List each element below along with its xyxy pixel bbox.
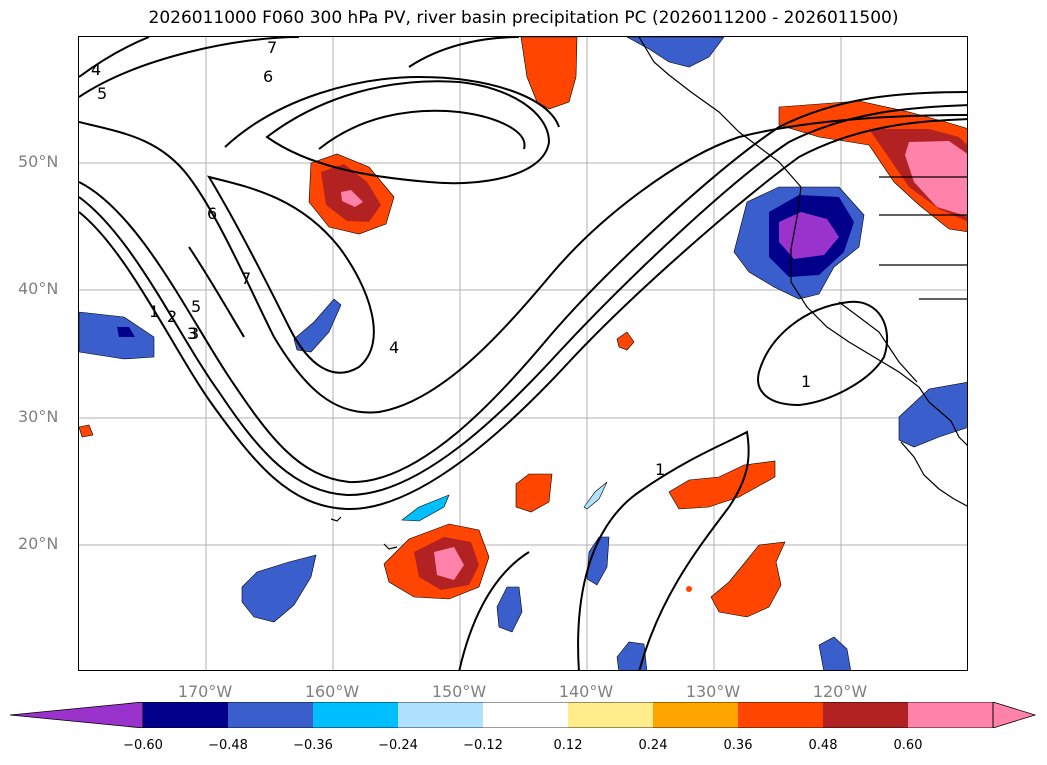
lon-label: 160°W [304, 682, 360, 701]
anomaly-baja-cool [898, 382, 967, 448]
colorbar-bin [908, 702, 993, 728]
colorbar-extend-high [992, 702, 1037, 728]
lat-label: 40°N [18, 279, 59, 298]
colorbar-bin [483, 702, 568, 728]
contour-label: 5 [97, 84, 107, 103]
contour-label: 7 [241, 269, 251, 288]
anomaly-subtropical-warm-1 [515, 473, 553, 513]
contour-label: 6 [207, 204, 217, 223]
anomaly-small-cool-2 [583, 481, 608, 510]
contour-label-group: 7 6 5 4 6 7 1 2 3 5 3 4 1 1 [91, 38, 811, 479]
colorbar-tick-label: 0.24 [638, 738, 668, 753]
pv-contours [79, 37, 967, 670]
colorbar-tick-label: 0.60 [893, 738, 923, 753]
colorbar [10, 702, 1037, 728]
anomaly-south-cool-3 [616, 641, 648, 670]
contour-label: 4 [91, 60, 101, 79]
lon-label: 120°W [812, 682, 868, 701]
anomaly-west-cool [79, 311, 155, 360]
colorbar-tick-label: −0.60 [123, 738, 163, 753]
contour-label: 1 [149, 302, 159, 321]
colorbar-tick-label: −0.12 [463, 738, 503, 753]
colorbar-extend-low [10, 702, 144, 728]
colorbar-tick-label: −0.36 [293, 738, 333, 753]
lon-label: 170°W [177, 682, 233, 701]
colorbar-tick-label: 0.48 [808, 738, 838, 753]
negative-precip-anomalies [79, 37, 967, 670]
coastlines [330, 37, 967, 550]
lon-label: 140°W [558, 682, 614, 701]
plot-title: 2026011000 F060 300 hPa PV, river basin … [148, 8, 899, 28]
lat-label: 20°N [18, 534, 59, 553]
colorbar-bin [228, 702, 313, 728]
contour-label: 5 [191, 297, 201, 316]
anomaly-small-warm [616, 331, 635, 351]
lon-label: 150°W [431, 682, 487, 701]
lat-label: 30°N [18, 407, 59, 426]
contour-label: 3 [189, 324, 199, 343]
colorbar-tick-label: 0.36 [723, 738, 753, 753]
map-panel: 7 6 5 4 6 7 1 2 3 5 3 4 1 1 [78, 36, 968, 671]
anomaly-midlat-cool [293, 298, 342, 353]
colorbar-tick-label: −0.24 [378, 738, 418, 753]
anomaly-edge-warm [79, 424, 94, 438]
contour-label: 6 [263, 67, 273, 86]
contour-label: 1 [655, 460, 665, 479]
contour-label: 4 [389, 338, 399, 357]
anomaly-small-cool-1 [401, 494, 450, 522]
colorbar-tick-label: 0.12 [553, 738, 583, 753]
colorbar-tick-label: −0.48 [208, 738, 248, 753]
positive-precip-anomalies [79, 37, 967, 618]
anomaly-north-pacific-warm [520, 37, 578, 110]
colorbar-bin [313, 702, 398, 728]
anomaly-alaska-cool [626, 37, 725, 68]
anomaly-subtropical-warm-3 [710, 541, 786, 618]
anomaly-southwest-cool [241, 554, 317, 623]
colorbar-bin [568, 702, 653, 728]
colorbar-bin [738, 702, 823, 728]
contour-label: 1 [801, 372, 811, 391]
graticule [79, 37, 967, 670]
colorbar-bin [823, 702, 908, 728]
map-canvas: 7 6 5 4 6 7 1 2 3 5 3 4 1 1 [79, 37, 967, 670]
contour-label: 3 [187, 324, 197, 343]
colorbar-bin [653, 702, 738, 728]
anomaly-south-cool-1 [496, 586, 523, 633]
lon-label: 130°W [685, 682, 741, 701]
lat-label: 50°N [18, 152, 59, 171]
anomaly-south-cool-4 [818, 636, 851, 670]
contour-label: 2 [167, 307, 177, 326]
anomaly-subtropical-warm-2 [668, 460, 776, 510]
anomaly-south-cool-2 [586, 536, 610, 586]
colorbar-bin [143, 702, 228, 728]
colorbar-bin [398, 702, 483, 728]
contour-label: 7 [267, 38, 277, 57]
